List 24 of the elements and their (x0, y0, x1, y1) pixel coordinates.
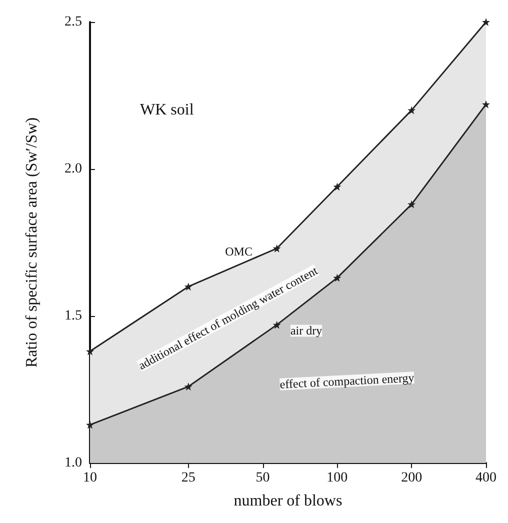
annotation: effect of compaction energy (279, 370, 415, 392)
annotation: OMC (225, 244, 252, 258)
x-tick-label: 400 (476, 470, 496, 486)
y-tick-label: 1.0 (64, 456, 82, 470)
point (482, 100, 490, 108)
y-axis-title: Ratio of specific surface area (Sw′/Sw) (24, 117, 40, 368)
point (184, 282, 192, 291)
point (408, 200, 416, 208)
y-tick-label: 2.5 (64, 14, 82, 30)
point (408, 106, 416, 114)
x-tick-label: 100 (326, 470, 348, 486)
annotation: air dry (290, 324, 322, 338)
point (333, 182, 342, 191)
x-tick-label: 50 (256, 470, 270, 486)
point (482, 18, 490, 26)
x-tick-label: 10 (83, 470, 97, 486)
y-tick-label: 2.0 (64, 162, 82, 176)
annotation: WK soil (140, 102, 194, 118)
point (184, 382, 192, 391)
point (333, 274, 342, 282)
x-axis-title: number of blows (234, 492, 342, 510)
x-tick-label: 200 (401, 470, 422, 486)
y-tick-label: 1.5 (64, 308, 82, 324)
x-tick-label: 25 (181, 470, 196, 486)
